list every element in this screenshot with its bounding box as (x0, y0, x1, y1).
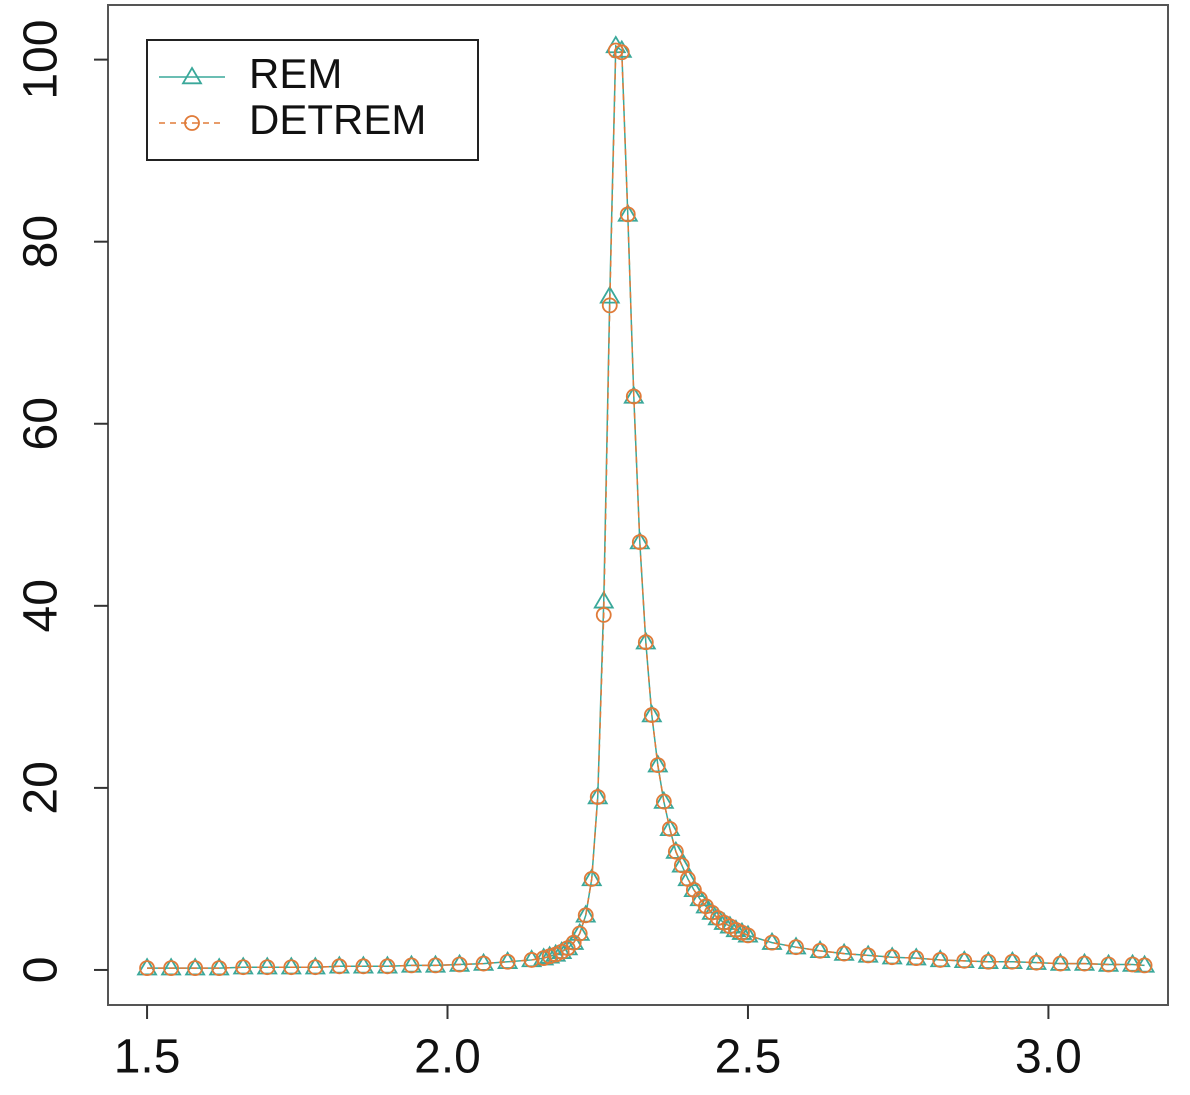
circle-marker (475, 955, 492, 972)
circle-marker (908, 950, 925, 967)
circle-marker (884, 949, 901, 966)
circle-marker (740, 927, 756, 944)
circle-marker (235, 959, 252, 976)
circle-marker (764, 934, 780, 951)
circle-marker (571, 925, 588, 942)
circle-marker (607, 42, 624, 59)
circle-marker (1004, 953, 1021, 970)
circle-marker (163, 960, 179, 977)
circle-marker (259, 959, 276, 976)
x-tick-label: 3.0 (1015, 1031, 1082, 1084)
circle-marker (1124, 956, 1141, 973)
triangle-marker (181, 66, 203, 85)
circle-marker (643, 707, 660, 723)
circle-marker (637, 634, 654, 651)
circle-marker (619, 206, 636, 223)
x-tick-label: 1.5 (114, 1031, 181, 1084)
plot-frame (107, 4, 1169, 1006)
circle-marker (661, 820, 678, 837)
circle-marker (1136, 957, 1153, 974)
circle-marker (980, 953, 997, 970)
circle-marker (649, 757, 666, 774)
circle-marker (403, 957, 420, 974)
circle-marker (1076, 955, 1093, 972)
y-tick-label: 40 (15, 579, 68, 632)
y-tick-label: 60 (15, 397, 68, 450)
circle-marker (427, 957, 444, 974)
series-line (147, 49, 1145, 969)
y-tick-label: 0 (15, 957, 68, 984)
circle-marker (836, 945, 853, 962)
series-line (147, 44, 1145, 969)
circle-marker (577, 907, 594, 924)
triangle-marker (599, 285, 621, 304)
circle-marker (451, 956, 468, 973)
y-tick-label: 20 (15, 761, 68, 814)
triangle-marker (611, 39, 633, 58)
circle-marker (187, 960, 204, 977)
circle-marker (601, 297, 618, 314)
circle-marker (655, 793, 672, 810)
circle-marker (1028, 954, 1045, 971)
circle-marker (860, 947, 877, 964)
series (139, 42, 1153, 977)
circle-marker (307, 959, 324, 976)
circle-marker (812, 942, 828, 959)
circle-marker (1052, 955, 1069, 972)
circle-marker (523, 952, 540, 968)
legend-box (146, 39, 479, 161)
circle-marker (595, 607, 612, 623)
series (136, 35, 1156, 976)
x-tick-label: 2.5 (715, 1031, 782, 1084)
circle-marker (589, 789, 606, 805)
circle-marker (631, 534, 648, 550)
y-tick-label: 80 (15, 215, 68, 268)
circle-marker (673, 857, 690, 874)
circle-marker (583, 871, 600, 887)
circle-marker (139, 960, 155, 977)
circle-marker (499, 953, 516, 970)
circle-marker (331, 958, 348, 975)
circle-marker (355, 958, 372, 975)
circle-marker (956, 952, 973, 969)
y-tick-label: 100 (15, 20, 68, 100)
circle-marker (625, 388, 642, 405)
circle-marker (283, 959, 300, 976)
circle-marker (379, 958, 396, 975)
circle-marker (184, 115, 200, 131)
x-tick-label: 2.0 (414, 1031, 481, 1084)
circle-marker (613, 44, 630, 61)
legend-label: REM (249, 50, 342, 97)
legend-label: DETREM (249, 96, 426, 143)
circle-marker (788, 939, 804, 956)
circle-marker (1100, 956, 1117, 973)
circle-marker (667, 843, 684, 860)
circle-marker (211, 960, 228, 977)
circle-marker (932, 952, 949, 968)
